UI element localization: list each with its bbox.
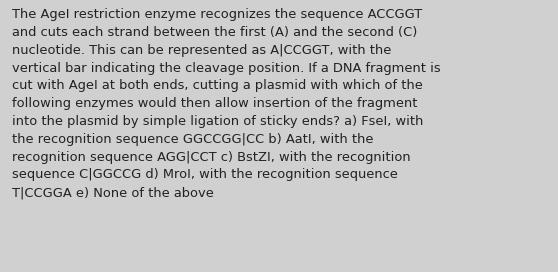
Text: The AgeI restriction enzyme recognizes the sequence ACCGGT
and cuts each strand : The AgeI restriction enzyme recognizes t…: [12, 8, 441, 199]
